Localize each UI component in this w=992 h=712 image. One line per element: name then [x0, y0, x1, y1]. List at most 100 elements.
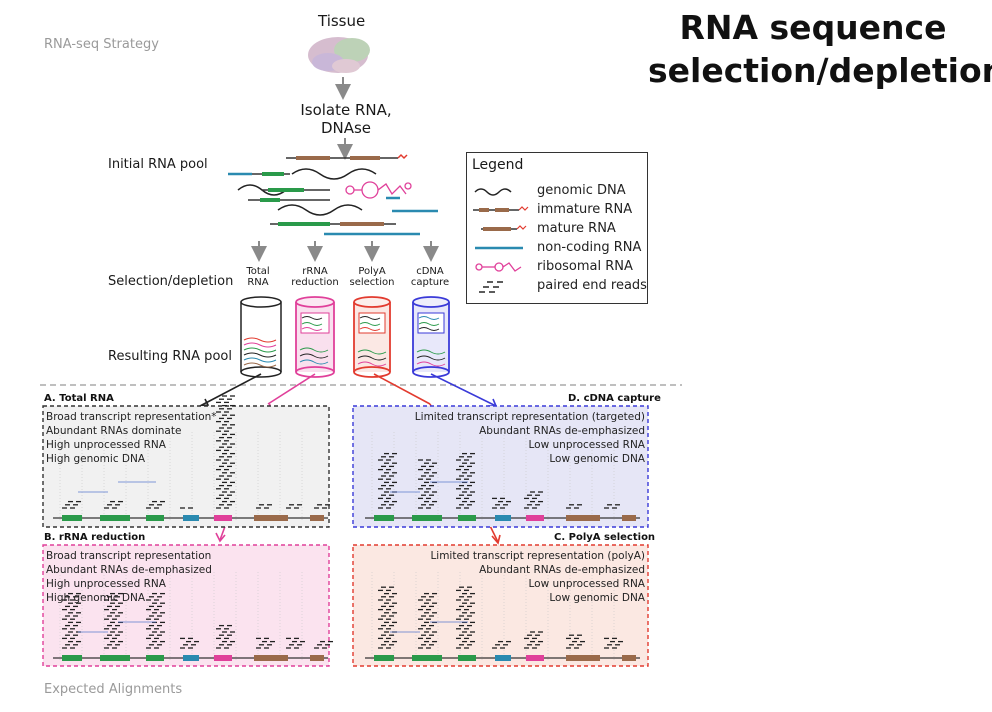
arrow-to-panel-c: [373, 373, 431, 405]
method-label-total: Total RNA: [238, 266, 278, 288]
exon-block: [310, 655, 324, 661]
panel-c-reads: [365, 572, 640, 661]
panel-a-text: Broad transcript representation* Abundan…: [46, 410, 217, 466]
exon-block: [495, 655, 511, 661]
exon-block: [374, 515, 394, 521]
immature-rna-icon: [473, 206, 529, 212]
paired-reads-icon: [479, 281, 503, 293]
panel-d-line: Abundant RNAs de-emphasized: [479, 425, 645, 437]
panel-d-line: Low unprocessed RNA: [528, 439, 645, 451]
legend-title: Legend: [472, 157, 524, 173]
legend-label-noncoding-rna: non-coding RNA: [537, 240, 642, 255]
strategy-label: RNA-seq Strategy: [44, 37, 159, 52]
panel-c-line: Low genomic DNA: [549, 592, 645, 604]
panel-c-line: Low unprocessed RNA: [528, 578, 645, 590]
wavy-line-icon: [474, 188, 512, 196]
resulting-pool-label: Resulting RNA pool: [108, 349, 232, 364]
ribosomal-rna-icon: [475, 262, 522, 272]
panel-b-line: Broad transcript representation: [46, 550, 212, 562]
arrow-head-c: [491, 534, 501, 545]
method-label-cdna: cDNA capture: [406, 266, 454, 288]
isolate-line2: DNAse: [320, 119, 372, 137]
initial-rna-pool: [228, 153, 438, 236]
method-cdna-line2: capture: [410, 277, 450, 288]
arrow-to-panel-d: [430, 373, 497, 407]
exon-block: [622, 655, 636, 661]
exon-block: [412, 515, 442, 521]
panel-d-line: Limited transcript representation (targe…: [414, 411, 645, 423]
exon-block: [100, 515, 130, 521]
panel-a-line: High genomic DNA: [46, 453, 146, 465]
exon-block: [214, 515, 232, 521]
exon-block: [62, 515, 82, 521]
panel-a-line: Broad transcript representation*: [46, 411, 217, 423]
panel-a-reads: [53, 395, 330, 521]
method-rrna-line1: rRNA: [302, 266, 328, 277]
exon-block: [254, 515, 288, 521]
isolate-label: Isolate RNA, DNAse: [296, 101, 396, 137]
main-title-line2: selection/depletion: [648, 51, 992, 90]
arrow-head-a: [199, 398, 210, 407]
panel-b-box: [42, 544, 330, 667]
arrow-to-panel-b: [267, 373, 316, 405]
exon-block: [146, 655, 164, 661]
method-total-line1: Total: [246, 266, 270, 277]
tube-rrna-reduction: [295, 296, 335, 378]
panel-d-title: D. cDNA capture: [568, 393, 661, 404]
legend-label-mature-rna: mature RNA: [537, 221, 616, 236]
exon-block: [146, 515, 164, 521]
main-title: RNA sequence selection/depletion: [648, 6, 992, 92]
panel-a-title: A. Total RNA: [44, 393, 114, 404]
panel-a-box: [42, 405, 330, 528]
exon-block: [374, 655, 394, 661]
exon-block: [458, 655, 476, 661]
exon-block: [62, 655, 82, 661]
exon-block: [566, 515, 600, 521]
arrow-head-b: [215, 532, 226, 543]
exon-block: [183, 655, 199, 661]
panel-c-line: Limited transcript representation (polyA…: [430, 550, 645, 562]
method-label-rrna: rRNA reduction: [289, 266, 341, 288]
selection-label: Selection/depletion: [108, 274, 234, 289]
tube-cdna-capture: [412, 296, 450, 378]
method-cdna-line1: cDNA: [416, 266, 444, 277]
exon-block: [183, 515, 199, 521]
panel-a-line: High unprocessed RNA: [46, 439, 166, 451]
legend-label-immature-rna: immature RNA: [537, 202, 633, 217]
panel-a-line: Abundant RNAs dominate: [46, 425, 182, 437]
exon-block: [622, 515, 636, 521]
legend-box: Legend: [466, 152, 648, 304]
panel-d-text: Limited transcript representation (targe…: [400, 410, 645, 466]
panel-c-line: Abundant RNAs de-emphasized: [479, 564, 645, 576]
exon-block: [310, 515, 324, 521]
tissue-image: [308, 37, 370, 73]
exon-block: [458, 515, 476, 521]
panel-b-text: Broad transcript representation Abundant…: [46, 549, 212, 605]
legend-label-paired-end-reads: paired end reads: [537, 278, 647, 293]
arrow-to-panel-a: [199, 373, 262, 407]
method-rrna-line2: reduction: [291, 277, 339, 288]
exon-block: [526, 515, 544, 521]
panel-b-reads: [53, 572, 333, 661]
exon-block: [254, 655, 288, 661]
method-total-line2: RNA: [247, 277, 269, 288]
panel-b-line: High genomic DNA: [46, 592, 146, 604]
panel-b-title: B. rRNA reduction: [44, 532, 146, 543]
method-polya-line2: selection: [349, 277, 395, 288]
tissue-label: Tissue: [318, 12, 366, 30]
exon-block: [495, 515, 511, 521]
initial-pool-label: Initial RNA pool: [108, 157, 208, 172]
legend-label-genomic-dna: genomic DNA: [537, 183, 626, 198]
panel-c-box: [352, 544, 649, 667]
panel-d-line: Low genomic DNA: [549, 453, 645, 465]
method-label-polya: PolyA selection: [346, 266, 398, 288]
isolate-line1: Isolate RNA,: [300, 101, 392, 119]
method-polya-line1: PolyA: [358, 266, 386, 277]
exon-block: [100, 655, 130, 661]
panel-b-line: Abundant RNAs de-emphasized: [46, 564, 212, 576]
exon-block: [214, 655, 232, 661]
mature-rna-icon: [481, 225, 527, 231]
legend-label-ribosomal-rna: ribosomal RNA: [537, 259, 633, 274]
